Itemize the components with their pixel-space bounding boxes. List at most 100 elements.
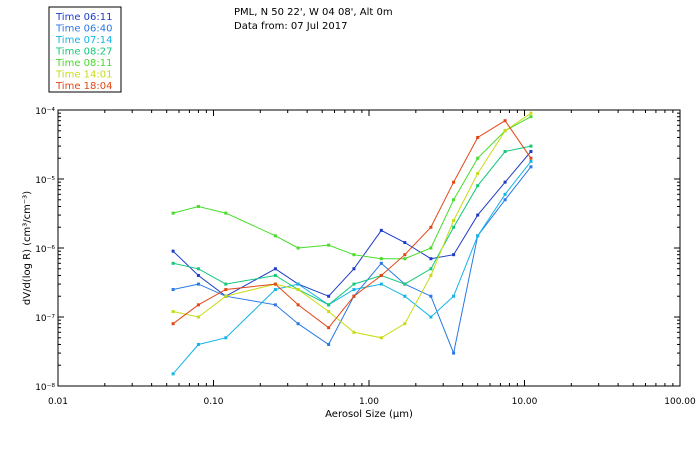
data-point <box>196 303 200 307</box>
data-point <box>224 211 228 215</box>
data-point <box>429 225 433 229</box>
data-point <box>224 282 228 286</box>
x-minor-ticks <box>104 110 674 386</box>
y-axis-label: dV/d(log R) (cm³/cm⁻³) <box>22 191 33 305</box>
x-tick-label: 0.10 <box>203 397 223 407</box>
series-0611 <box>171 150 533 298</box>
data-point <box>273 288 277 292</box>
y-axis-ticks: 10⁻⁸ 10⁻⁷ 10⁻⁶ 10⁻⁵ 10⁻⁴ <box>35 107 680 393</box>
data-point <box>403 241 407 245</box>
data-point <box>379 282 383 286</box>
legend-entry: Time 18:04 <box>55 81 112 92</box>
data-point <box>224 288 228 292</box>
legend-entry: Time 06:40 <box>55 24 112 35</box>
y-minor-ticks <box>58 112 680 366</box>
data-point <box>379 228 383 232</box>
x-tick-label: 100.00 <box>664 397 696 407</box>
data-point <box>196 273 200 277</box>
y-tick-label: 10⁻⁷ <box>35 314 55 324</box>
data-point <box>352 253 356 257</box>
data-point <box>327 342 331 346</box>
data-point <box>503 150 507 154</box>
data-point <box>196 282 200 286</box>
data-point <box>196 204 200 208</box>
data-point <box>476 172 480 176</box>
data-point <box>503 119 507 123</box>
data-point <box>224 294 228 298</box>
series-line <box>172 161 532 375</box>
legend-entry: Time 06:11 <box>55 12 112 23</box>
data-point <box>452 198 456 202</box>
data-point <box>171 372 175 376</box>
data-point <box>171 261 175 265</box>
site-header: PML, N 50 22', W 04 08', Alt 0m <box>234 7 393 18</box>
data-point <box>171 249 175 253</box>
data-point <box>529 144 533 148</box>
data-point <box>327 326 331 330</box>
data-point <box>273 282 277 286</box>
data-point <box>529 150 533 154</box>
data-point <box>476 135 480 139</box>
data-point <box>429 257 433 261</box>
data-point <box>452 294 456 298</box>
data-point <box>296 282 300 286</box>
data-point <box>429 294 433 298</box>
data-point <box>403 294 407 298</box>
series-group <box>171 111 533 376</box>
data-point <box>503 192 507 196</box>
data-point <box>529 111 533 115</box>
x-axis-ticks: 0.01 0.10 1.00 10.00 100.00 <box>48 110 696 407</box>
legend-frame <box>48 6 122 93</box>
data-point <box>171 310 175 314</box>
data-point <box>379 261 383 265</box>
data-point <box>296 303 300 307</box>
data-point <box>429 246 433 250</box>
data-point <box>327 310 331 314</box>
data-point <box>429 315 433 319</box>
data-point <box>171 211 175 215</box>
data-point <box>503 198 507 202</box>
data-point <box>429 273 433 277</box>
data-point <box>327 294 331 298</box>
y-tick-label: 10⁻⁵ <box>35 176 55 186</box>
data-point <box>327 243 331 247</box>
data-point <box>273 273 277 277</box>
data-point <box>296 322 300 326</box>
data-point <box>196 315 200 319</box>
data-point <box>452 253 456 257</box>
data-point <box>224 336 228 340</box>
data-point <box>403 257 407 261</box>
legend-entry: Time 14:01 <box>55 70 112 81</box>
data-point <box>352 330 356 334</box>
legend-entry: Time 07:14 <box>55 35 112 46</box>
legend-entry: Time 08:11 <box>55 58 112 69</box>
data-point <box>273 267 277 271</box>
y-tick-label: 10⁻⁸ <box>35 383 55 393</box>
data-point <box>476 184 480 188</box>
series-0811 <box>171 115 533 261</box>
x-tick-label: 10.00 <box>512 397 538 407</box>
data-point <box>452 180 456 184</box>
data-point <box>352 294 356 298</box>
data-point <box>429 267 433 271</box>
data-point <box>327 303 331 307</box>
data-point <box>452 219 456 223</box>
data-point <box>403 253 407 257</box>
data-point <box>171 288 175 292</box>
x-tick-label: 0.01 <box>48 397 68 407</box>
data-point <box>403 322 407 326</box>
data-point <box>352 288 356 292</box>
y-tick-label: 10⁻⁴ <box>35 107 55 117</box>
data-point <box>452 351 456 355</box>
legend-entry: Time 08:27 <box>55 47 112 58</box>
data-point <box>171 322 175 326</box>
data-point <box>529 159 533 163</box>
data-point <box>503 129 507 133</box>
data-point <box>476 213 480 217</box>
x-tick-label: 1.00 <box>359 397 379 407</box>
data-point <box>379 336 383 340</box>
data-point <box>379 257 383 261</box>
